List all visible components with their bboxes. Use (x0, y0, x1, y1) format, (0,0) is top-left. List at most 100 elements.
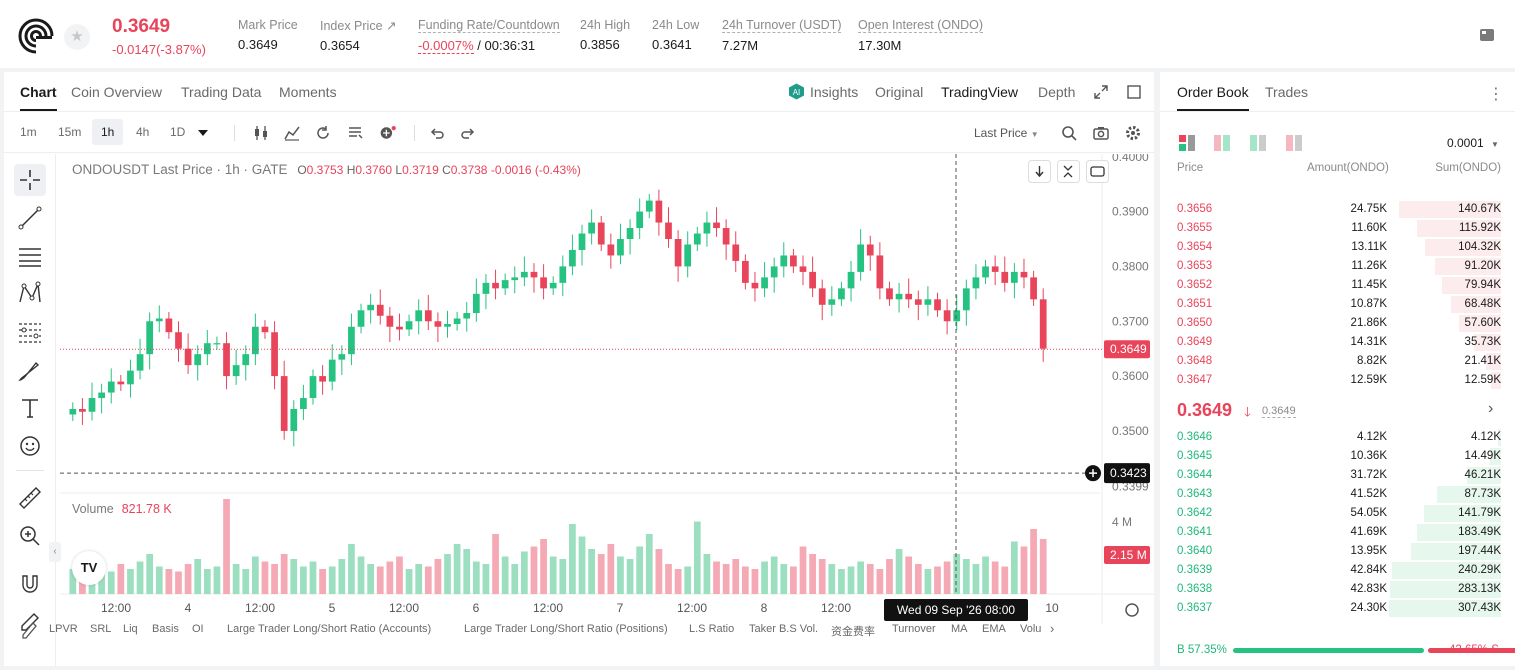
indicator-volume[interactable]: Volu (1020, 623, 1042, 635)
bid-row[interactable]: 0.3645 10.36K 14.49K (1160, 447, 1515, 466)
timeframe-1h[interactable]: 1h (92, 119, 124, 145)
price-tick-label: 0.3800 (1112, 259, 1149, 273)
price-chart[interactable]: 0.4000 0.3900 0.3800 0.3700 0.3600 0.3500 0.33… (60, 154, 1154, 666)
timeframe-15m[interactable]: 15m (58, 125, 82, 139)
timeframe-4h[interactable]: 4h (136, 125, 150, 139)
pencil-icon[interactable] (19, 618, 39, 640)
ruler-tool-icon[interactable] (14, 482, 46, 514)
view-insights[interactable]: Insights (810, 84, 859, 100)
indicator-next-icon[interactable]: › (1050, 621, 1055, 636)
stat-index-price[interactable]: Index Price ↗ 0.3654 (320, 19, 397, 53)
favorite-star-icon[interactable]: ★ (64, 24, 90, 50)
timeframe-1d[interactable]: 1D (170, 125, 186, 139)
expand-icon[interactable] (1094, 85, 1108, 99)
horizontal-lines-tool-icon[interactable] (14, 240, 46, 272)
ask-row[interactable]: 0.3648 8.82K 21.41K (1160, 352, 1515, 371)
bid-row[interactable]: 0.3642 54.05K 141.79K (1160, 504, 1515, 523)
bid-row[interactable]: 0.3637 24.30K 307.43K (1160, 599, 1515, 618)
indicator-srl[interactable]: SRL (90, 623, 112, 635)
indicator-funding-rate[interactable]: 资金费率 (831, 626, 875, 638)
ask-row[interactable]: 0.3650 21.86K 57.60K (1160, 314, 1515, 333)
ask-row[interactable]: 0.3647 12.59K 12.59K (1160, 371, 1515, 390)
timeframe-dropdown-icon[interactable] (198, 130, 208, 136)
indicator-ema[interactable]: EMA (982, 623, 1006, 635)
timeframe-1m[interactable]: 1m (20, 125, 37, 139)
volume-bar (751, 569, 759, 594)
precision-select[interactable]: 0.0001 ▼ (1447, 136, 1499, 150)
candle-body (453, 318, 461, 324)
emoji-tool-icon[interactable] (14, 430, 46, 462)
row-price: 0.3654 (1177, 241, 1213, 253)
ask-row[interactable]: 0.3649 14.31K 35.73K (1160, 333, 1515, 352)
text-tool-icon[interactable] (14, 392, 46, 424)
brush-tool-icon[interactable] (14, 354, 46, 386)
bids-layout-icon[interactable] (1250, 135, 1266, 151)
redo-icon[interactable] (459, 124, 477, 142)
bid-row[interactable]: 0.3638 42.83K 283.13K (1160, 580, 1515, 599)
ask-row[interactable]: 0.3652 11.45K 79.94K (1160, 276, 1515, 295)
indicator-taker-bs-vol[interactable]: Taker B.S Vol. (749, 623, 819, 635)
crosshair-tool-icon[interactable] (14, 164, 46, 196)
bid-row[interactable]: 0.3640 13.95K 197.44K (1160, 542, 1515, 561)
settings-gear-icon[interactable] (1124, 124, 1142, 142)
ask-row[interactable]: 0.3656 24.75K 140.67K (1160, 200, 1515, 219)
indicator-turnover[interactable]: Turnover (892, 623, 936, 635)
indicator-oi[interactable]: OI (192, 623, 204, 635)
both-sides-layout-icon[interactable] (1179, 135, 1195, 151)
indicator-ls-ratio[interactable]: L.S Ratio (689, 623, 735, 635)
time-tick-label: 12:00 (533, 601, 563, 615)
indicator-lt-ratio-positions[interactable]: Large Trader Long/Short Ratio (Positions… (464, 623, 668, 635)
tab-order-book[interactable]: Order Book (1177, 84, 1249, 111)
indicator-basis[interactable]: Basis (152, 623, 179, 635)
ask-row[interactable]: 0.3653 11.26K 91.20K (1160, 257, 1515, 276)
indicator-lt-ratio-accounts[interactable]: Large Trader Long/Short Ratio (Accounts) (227, 623, 432, 635)
bid-row[interactable]: 0.3646 4.12K 4.12K (1160, 428, 1515, 447)
pattern-tool-icon[interactable] (14, 278, 46, 310)
book-icon[interactable] (1478, 26, 1496, 44)
search-icon[interactable] (1060, 124, 1078, 142)
indicator-lpvr[interactable]: LPVR (49, 623, 78, 635)
replay-icon[interactable] (314, 124, 332, 142)
candle-body (184, 348, 192, 366)
more-options-icon[interactable]: ⋮ (1488, 86, 1504, 103)
stat-open-interest: Open Interest (ONDO) 17.30M (858, 18, 984, 53)
volume-bar (213, 566, 221, 594)
undo-icon[interactable] (428, 124, 446, 142)
bid-row[interactable]: 0.3639 42.84K 240.29K (1160, 561, 1515, 580)
view-depth[interactable]: Depth (1038, 84, 1076, 100)
volume-bar (357, 556, 365, 594)
indicator-liq[interactable]: Liq (123, 623, 138, 635)
tab-trading-data[interactable]: Trading Data (181, 84, 262, 100)
view-original[interactable]: Original (875, 84, 924, 100)
tab-coin-overview[interactable]: Coin Overview (71, 84, 163, 100)
camera-icon[interactable] (1092, 124, 1110, 142)
volume-bar (175, 571, 182, 594)
fibonacci-tool-icon[interactable] (14, 316, 46, 348)
ask-row[interactable]: 0.3655 11.60K 115.92K (1160, 219, 1515, 238)
asks-layout-icon[interactable] (1286, 135, 1302, 151)
indicators-icon[interactable] (283, 124, 301, 142)
bid-row[interactable]: 0.3641 41.69K 183.49K (1160, 523, 1515, 542)
zoom-in-tool-icon[interactable] (14, 520, 46, 552)
bid-row[interactable]: 0.3643 41.52K 87.73K (1160, 485, 1515, 504)
volume-bar (943, 561, 951, 594)
price-source-select[interactable]: Last Price ▼ (974, 126, 1039, 140)
window-icon[interactable] (1127, 85, 1141, 99)
add-indicator-icon[interactable] (379, 124, 397, 142)
templates-icon[interactable] (346, 124, 364, 142)
collapse-toolbar-icon[interactable]: ‹ (49, 542, 61, 562)
indicator-ma[interactable]: MA (951, 623, 968, 635)
chevron-right-icon[interactable]: › (1488, 400, 1494, 417)
trend-line-tool-icon[interactable] (14, 202, 46, 234)
magnet-tool-icon[interactable] (14, 568, 46, 600)
tab-moments[interactable]: Moments (279, 84, 337, 100)
view-tradingview[interactable]: TradingView (941, 84, 1019, 100)
candle-body (242, 354, 250, 366)
ask-row[interactable]: 0.3654 13.11K 104.32K (1160, 238, 1515, 257)
tab-trades[interactable]: Trades (1265, 84, 1309, 100)
ask-row[interactable]: 0.3651 10.87K 68.48K (1160, 295, 1515, 314)
bid-row[interactable]: 0.3644 31.72K 46.21K (1160, 466, 1515, 485)
depth-layout-icon[interactable] (1214, 135, 1230, 151)
tab-chart[interactable]: Chart (20, 84, 57, 111)
candle-type-icon[interactable] (252, 124, 270, 142)
